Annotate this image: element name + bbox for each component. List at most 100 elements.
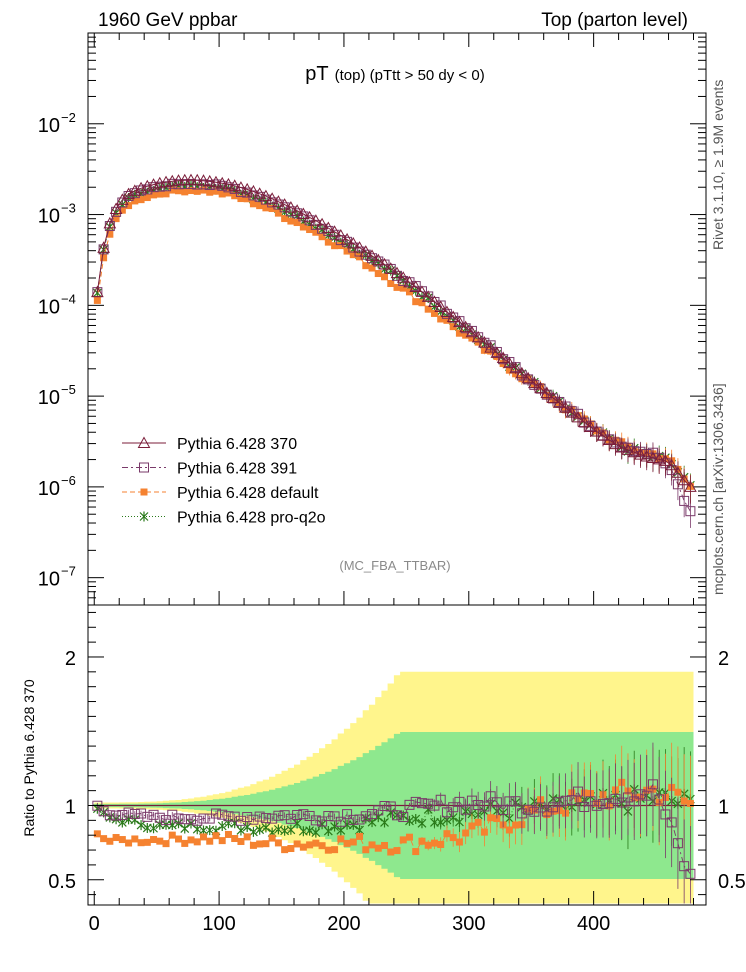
ratio-point: [560, 795, 571, 806]
ratio-point: [150, 836, 158, 844]
main-point: [665, 458, 679, 471]
main-point: [565, 406, 579, 418]
main-point: [393, 283, 401, 291]
ratio-point: [248, 814, 259, 825]
main-ytick-label: 10: [38, 296, 60, 318]
ratio-point: [487, 814, 495, 822]
main-point: [505, 366, 513, 374]
main-point: [265, 192, 279, 204]
main-point: [634, 448, 647, 460]
ratio-point: [423, 798, 434, 809]
main-point: [349, 251, 357, 259]
legend-marker-s391: [139, 462, 149, 473]
ratio-point: [311, 827, 321, 838]
main-point: [381, 273, 389, 281]
ratio-point: [610, 793, 621, 804]
main-ytick-label: 10: [38, 387, 60, 409]
xtick-label: 200: [327, 913, 360, 935]
ratio-point: [424, 841, 432, 849]
ratio-point: [112, 834, 120, 842]
main-point: [224, 189, 232, 197]
series-default: [93, 186, 694, 504]
main-point: [290, 204, 304, 216]
main-ytick-exponent: −5: [61, 382, 76, 397]
main-point: [193, 187, 201, 195]
ratio-point: [410, 796, 421, 807]
main-point: [609, 437, 622, 450]
main-ytick-exponent: −4: [61, 291, 76, 306]
ratio-point: [480, 828, 488, 836]
main-point: [412, 298, 420, 306]
main-point: [462, 331, 470, 339]
ratio-point: [516, 808, 527, 819]
main-ytick-label: 10: [38, 569, 60, 591]
main-point: [199, 186, 207, 194]
main-point: [309, 214, 323, 226]
main-point: [671, 466, 685, 478]
main-point: [334, 228, 348, 241]
main-point: [685, 506, 696, 517]
main-point: [365, 249, 379, 261]
ratio-point: [136, 820, 146, 831]
main-point: [515, 366, 529, 379]
main-point: [509, 361, 522, 374]
ratio-point: [354, 814, 365, 825]
ratio-uncertainty-bands: [94, 671, 694, 904]
main-point: [552, 396, 566, 408]
main-point: [465, 325, 479, 338]
ratio-series-line: [97, 783, 691, 875]
ratio-point: [579, 801, 590, 812]
ratio-point: [641, 790, 652, 801]
ratio-point: [210, 808, 221, 819]
ratio-point: [312, 839, 320, 847]
main-point: [602, 433, 616, 445]
main-point: [577, 415, 591, 428]
legend-marker-default: [140, 488, 148, 496]
main-point: [627, 445, 641, 458]
main-point: [390, 266, 404, 279]
ratio-ytick-label-right: 0.5: [718, 871, 746, 893]
main-point: [340, 232, 354, 245]
process-label: Top (parton level): [541, 10, 688, 31]
main-point: [384, 262, 398, 274]
ratio-point: [175, 835, 183, 843]
main-point: [684, 480, 697, 492]
ratio-point: [666, 817, 677, 828]
main-point: [337, 242, 345, 250]
ratio-point: [123, 807, 134, 818]
ratio-point: [360, 811, 371, 822]
ratio-point: [93, 830, 101, 838]
ratio-point: [217, 809, 228, 820]
plot-title: pT (top) (pTtt > 50 dy < 0): [305, 63, 484, 85]
ratio-point: [660, 809, 671, 820]
main-point: [321, 221, 335, 234]
main-point: [443, 316, 451, 324]
ratio-point: [416, 798, 427, 809]
legend-label-s391: Pythia 6.428 391: [177, 461, 297, 478]
legend-label-default: Pythia 6.428 default: [177, 485, 319, 502]
main-point: [424, 305, 432, 313]
main-point: [484, 341, 497, 353]
main-point: [184, 173, 198, 186]
ratio-point: [635, 789, 646, 800]
legend-marker-s370: [137, 436, 151, 448]
ratio-point: [448, 802, 459, 813]
ratio-point: [100, 835, 108, 843]
ratio-point: [255, 824, 265, 835]
main-ytick-exponent: −3: [61, 201, 76, 216]
main-point: [343, 247, 351, 255]
main-point: [122, 187, 135, 200]
main-point: [284, 201, 298, 213]
main-point: [527, 376, 541, 389]
ratio-point: [429, 800, 440, 811]
main-ytick-exponent: −2: [61, 110, 76, 125]
main-point: [428, 295, 441, 307]
ratio-point: [305, 825, 315, 836]
ratio-point: [647, 779, 658, 790]
main-series-line: [96, 179, 691, 488]
main-point: [131, 197, 139, 205]
main-ytick-exponent: −7: [61, 564, 76, 579]
main-ytick-exponent: −6: [61, 473, 76, 488]
ratio-point: [180, 823, 190, 834]
ratio-point: [573, 786, 584, 797]
